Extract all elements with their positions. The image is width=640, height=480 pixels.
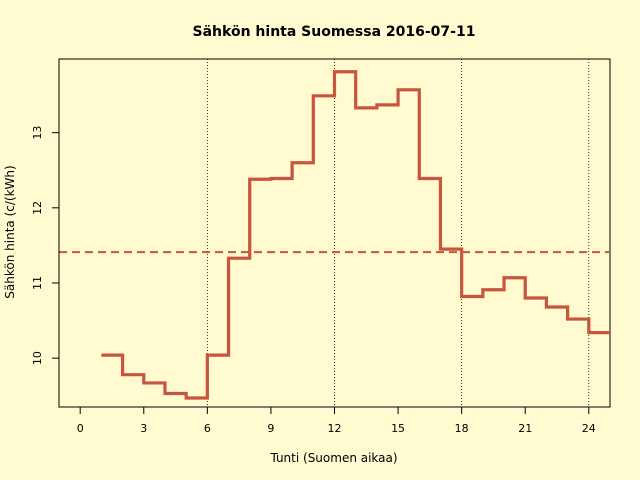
y-tick-label-12: 12 — [31, 201, 44, 215]
y-tick-label-13: 13 — [31, 126, 44, 140]
series-line-0 — [101, 70, 610, 400]
chart-title: Sähkön hinta Suomessa 2016-07-11 — [193, 24, 476, 40]
x-tick-label-18: 18 — [455, 422, 469, 435]
y-tick-label-11: 11 — [31, 276, 44, 290]
x-tick-label-9: 9 — [267, 422, 274, 435]
y-axis-label: Sähkön hinta (c/(kWh) — [3, 165, 17, 298]
x-tick-label-15: 15 — [391, 422, 405, 435]
x-axis-label: Tunti (Suomen aikaa) — [269, 451, 397, 465]
x-tick-label-24: 24 — [582, 422, 596, 435]
x-tick-label-0: 0 — [77, 422, 84, 435]
x-tick-label-21: 21 — [518, 422, 532, 435]
x-tick-label-3: 3 — [140, 422, 147, 435]
y-tick-label-10: 10 — [31, 351, 44, 365]
x-tick-label-12: 12 — [328, 422, 342, 435]
x-tick-label-6: 6 — [204, 422, 211, 435]
